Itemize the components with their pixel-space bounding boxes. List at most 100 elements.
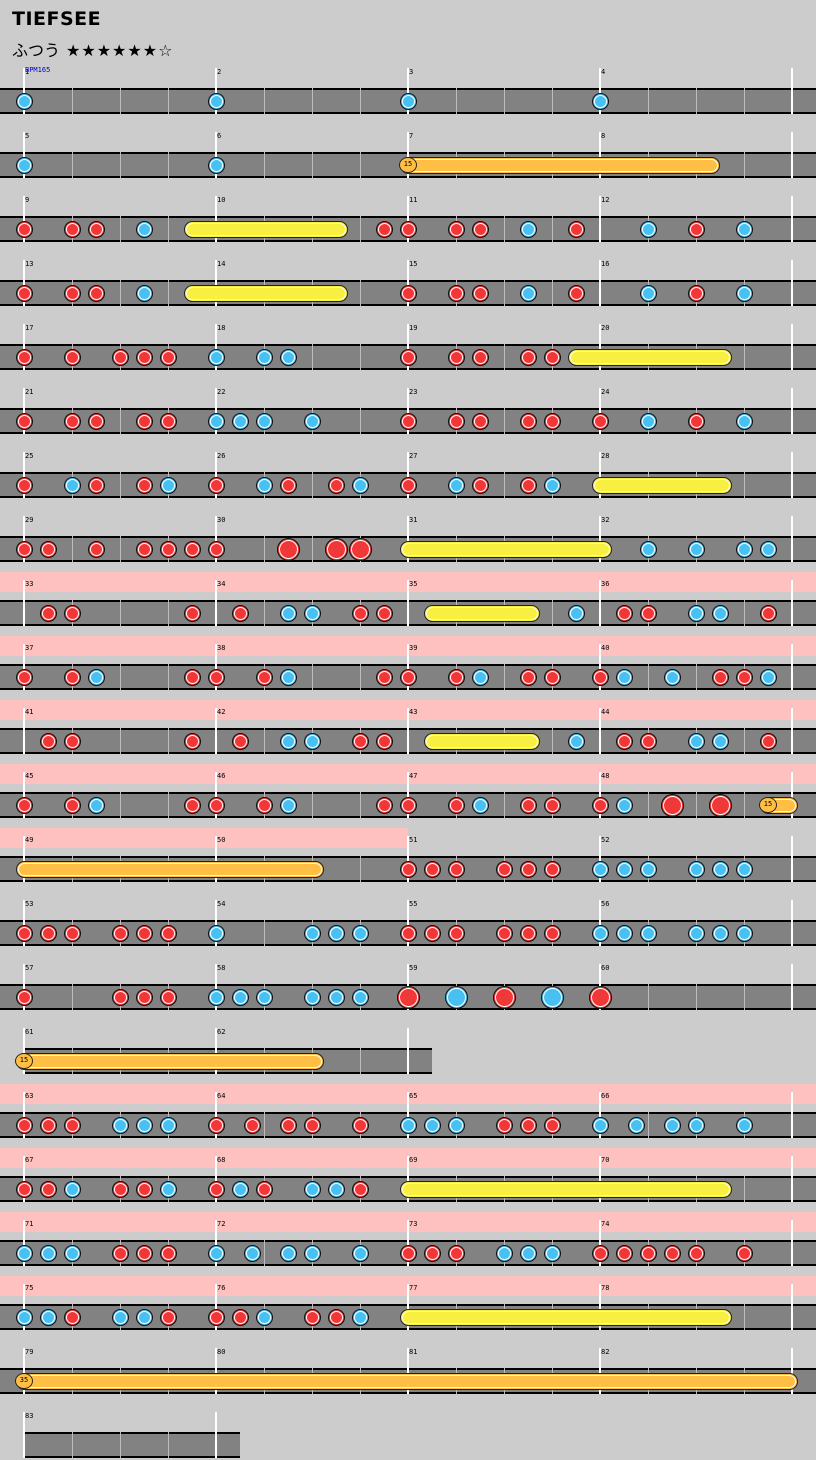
ka-note [159,1116,177,1134]
don-note [39,732,57,750]
beat-line [167,728,169,754]
don-note [519,860,537,878]
don-note [15,668,33,686]
ka-note [255,348,273,366]
ka-note [615,924,633,942]
bar-line [791,1348,793,1394]
bar-line [215,1412,217,1458]
don-note [519,348,537,366]
measure-number: 66 [601,1092,610,1100]
don-note [399,924,417,942]
don-note [615,604,633,622]
ka-note [15,1308,33,1326]
beat-line [647,984,649,1010]
beat-line [455,88,457,114]
ka-note [735,220,753,238]
ka-note [303,1244,321,1262]
beat-line [743,984,745,1010]
ka-note [279,796,297,814]
beat-line [311,536,313,562]
ka-note [735,540,753,558]
drumroll [592,476,732,494]
bar-line [791,580,793,626]
don-note [207,1180,225,1198]
ka-note [303,924,321,942]
bar-line [407,1220,409,1266]
don-note [111,924,129,942]
bar-line [791,516,793,562]
bar-line [599,1092,601,1138]
ka-note [111,1308,129,1326]
don-note [255,668,273,686]
bar-line [599,772,601,818]
drumroll [424,732,540,750]
don-note [15,988,33,1006]
beat-line [695,88,697,114]
ka-note [87,668,105,686]
bar-line [23,516,25,562]
don-note [15,348,33,366]
chart-row: 29 30 31 32 [0,508,816,564]
bar-line [407,1028,409,1074]
ka-note [543,476,561,494]
measure-number: 1 [25,68,30,76]
measure-number: 49 [25,836,34,844]
ka-note [687,924,705,942]
don-note [135,348,153,366]
measure-number: 60 [601,964,610,972]
measure-number: 45 [25,772,34,780]
measure-number: 3 [409,68,414,76]
don-note [135,476,153,494]
beat-line [71,88,73,114]
measure-number: 51 [409,836,418,844]
bar-line [407,900,409,946]
ka-note [591,924,609,942]
don-note [639,1244,657,1262]
measure-number: 26 [217,452,226,460]
ka-note [711,604,729,622]
ka-note [87,796,105,814]
ka-note [519,220,537,238]
don-note [495,924,513,942]
chart-row: 37 38 39 40 [0,636,816,692]
beat-line [311,152,313,178]
ka-note [279,732,297,750]
chart-row: 17 18 19 20 [0,316,816,372]
measure-number: 6 [217,132,222,140]
don-note [111,348,129,366]
beat-line [743,1304,745,1330]
bar-line [407,644,409,690]
bar-line [599,580,601,626]
bar-line [599,388,601,434]
ka-note [279,604,297,622]
bar-line [23,260,25,306]
ka-note [159,1180,177,1198]
bar-line [23,196,25,242]
beat-line [359,856,361,882]
ka-note [639,412,657,430]
beat-line [119,1432,121,1458]
ka-note [423,1116,441,1134]
balloon-roll [16,860,324,878]
don-note [447,668,465,686]
chart-row: 83 [0,1404,240,1460]
ka-note [231,1180,249,1198]
don-note [399,220,417,238]
don-note [39,1116,57,1134]
ka-note [303,988,321,1006]
beat-line [551,88,553,114]
bar-line [791,1092,793,1138]
measure-number: 53 [25,900,34,908]
don-note [63,1308,81,1326]
beat-line [743,88,745,114]
don-note [447,348,465,366]
beat-line [503,216,505,242]
ka-note [303,412,321,430]
beat-line [359,1048,361,1074]
bar-line [215,132,217,178]
bar-line [23,644,25,690]
beat-line [743,600,745,626]
don-note [63,1116,81,1134]
don-note [183,732,201,750]
chart-row: 9 10 11 12 [0,188,816,244]
